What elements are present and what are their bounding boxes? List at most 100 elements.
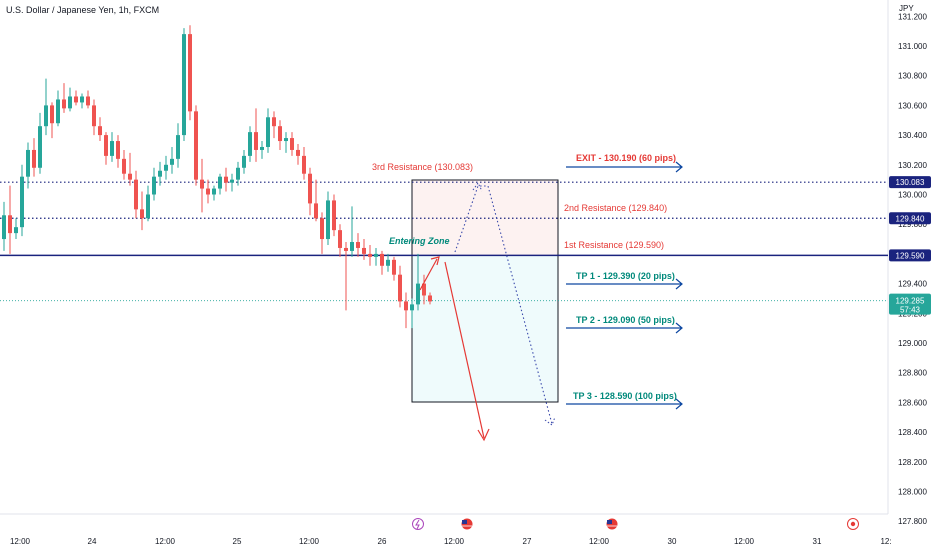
us-flag-icon[interactable] — [606, 518, 618, 530]
candle[interactable] — [134, 170, 138, 219]
candle[interactable] — [110, 132, 114, 162]
candle[interactable] — [32, 138, 36, 177]
candle[interactable] — [290, 132, 294, 156]
candle[interactable] — [422, 274, 426, 305]
candle[interactable] — [236, 161, 240, 186]
candle[interactable] — [152, 167, 156, 201]
us-flag-icon[interactable] — [461, 518, 473, 530]
second-resistance-label: 2nd Resistance (129.840) — [564, 203, 667, 213]
candle[interactable] — [356, 233, 360, 257]
candle[interactable] — [20, 164, 24, 237]
candle[interactable] — [122, 149, 126, 180]
price-tick-label: 130.400 — [898, 131, 927, 140]
candle[interactable] — [98, 117, 102, 142]
candle[interactable] — [116, 135, 120, 168]
candle[interactable] — [380, 250, 384, 275]
candle[interactable] — [38, 112, 42, 174]
candle[interactable] — [74, 90, 78, 106]
candle[interactable] — [56, 90, 60, 127]
third-resistance-label: 3rd Resistance (130.083) — [372, 162, 473, 172]
candle[interactable] — [296, 144, 300, 165]
candle[interactable] — [260, 141, 264, 159]
candle[interactable] — [212, 185, 216, 201]
drop-arrowhead-icon — [477, 428, 490, 442]
candle[interactable] — [188, 25, 192, 121]
candle[interactable] — [308, 167, 312, 216]
candle[interactable] — [416, 253, 420, 311]
candle[interactable] — [368, 244, 372, 266]
price-tick-label: 129.800 — [898, 220, 927, 229]
candle[interactable] — [254, 108, 258, 162]
candle[interactable] — [146, 185, 150, 222]
candle[interactable] — [314, 179, 318, 222]
candle[interactable] — [50, 102, 54, 139]
candle[interactable] — [80, 93, 84, 109]
reward-zone[interactable] — [412, 255, 558, 402]
candle[interactable] — [158, 161, 162, 186]
exit-arrow-icon — [566, 161, 683, 173]
candle[interactable] — [140, 191, 144, 231]
time-tick-label: 12: — [880, 537, 891, 546]
exit-label: EXIT - 130.190 (60 pips) — [576, 153, 676, 163]
candle[interactable] — [194, 105, 198, 186]
candle[interactable] — [92, 99, 96, 136]
candle[interactable] — [182, 28, 186, 142]
candle[interactable] — [218, 173, 222, 195]
candle[interactable] — [278, 120, 282, 150]
candle[interactable] — [68, 87, 72, 112]
candle[interactable] — [302, 146, 306, 180]
candle[interactable] — [44, 78, 48, 136]
price-tick-label: 129.400 — [898, 280, 927, 289]
price-tick-label: 130.000 — [898, 191, 927, 200]
candle[interactable] — [392, 256, 396, 281]
time-tick-label: 24 — [88, 537, 97, 546]
candle[interactable] — [398, 265, 402, 308]
candle[interactable] — [248, 126, 252, 162]
candle[interactable] — [8, 185, 12, 254]
candle[interactable] — [170, 146, 174, 174]
time-tick-label: 12:00 — [299, 537, 320, 546]
candle[interactable] — [272, 111, 276, 139]
candle[interactable] — [386, 253, 390, 272]
candle[interactable] — [344, 242, 348, 311]
candle[interactable] — [374, 247, 378, 266]
candle[interactable] — [14, 218, 18, 240]
candle[interactable] — [428, 292, 432, 305]
candle[interactable] — [332, 194, 336, 237]
time-tick-label: 12:00 — [155, 537, 176, 546]
candle[interactable] — [266, 108, 270, 153]
candle[interactable] — [200, 158, 204, 213]
candle[interactable] — [128, 152, 132, 186]
lightning-icon[interactable] — [412, 518, 424, 530]
time-axis: 12:00 24 12:00 25 12:00 26 12:00 27 12:00 30 12:00… — [10, 537, 892, 546]
candle[interactable] — [284, 132, 288, 153]
price-axis: 131.200 131.000 130.800 130.600 130.400 130.2… — [898, 12, 927, 526]
candle[interactable] — [206, 179, 210, 204]
candle[interactable] — [104, 132, 108, 165]
price-tick-label: 131.200 — [898, 12, 927, 21]
candle[interactable] — [338, 224, 342, 257]
candle[interactable] — [350, 206, 354, 257]
candle[interactable] — [404, 292, 408, 329]
target-icon[interactable] — [847, 518, 859, 530]
candle[interactable] — [410, 298, 414, 329]
candle[interactable] — [26, 142, 30, 189]
candle[interactable] — [176, 123, 180, 168]
candle[interactable] — [86, 90, 90, 109]
price-tick-label: 128.000 — [898, 488, 927, 497]
level-price-value: 129.590 — [896, 251, 925, 260]
trade-box[interactable] — [411, 179, 559, 403]
candle[interactable] — [224, 167, 228, 192]
risk-zone[interactable] — [412, 180, 558, 255]
candle[interactable] — [2, 201, 6, 251]
candle[interactable] — [362, 239, 366, 260]
candle[interactable] — [326, 191, 330, 245]
candle[interactable] — [164, 155, 168, 180]
price-tick-label: 130.200 — [898, 161, 927, 170]
level-price-value: 129.840 — [896, 214, 925, 223]
candle[interactable] — [320, 212, 324, 254]
candle[interactable] — [62, 83, 66, 113]
candle[interactable] — [242, 149, 246, 174]
candle[interactable] — [230, 173, 234, 192]
